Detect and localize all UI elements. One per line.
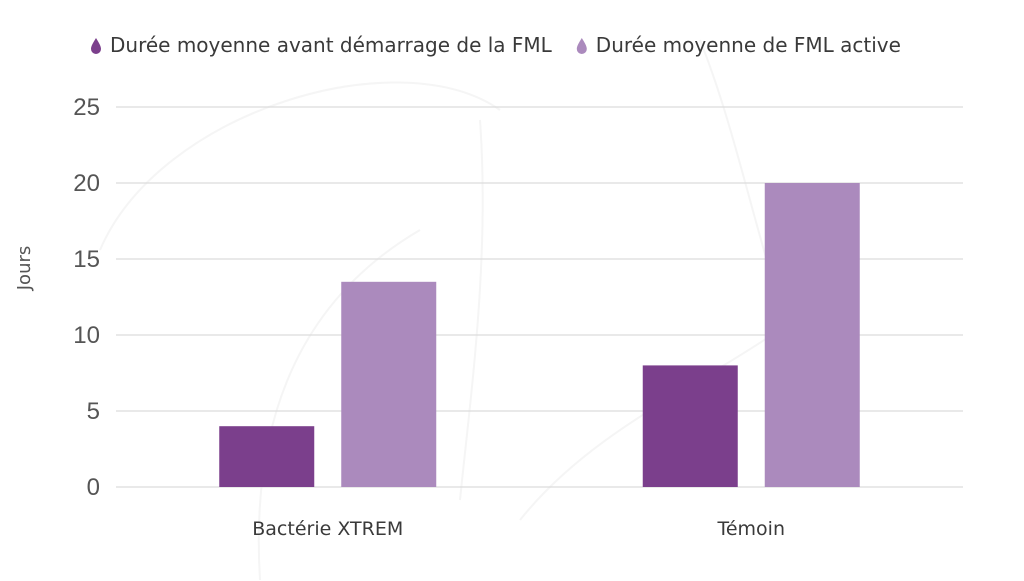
- y-axis-title: Jours: [14, 246, 35, 292]
- background-watermark: [99, 39, 821, 581]
- legend-item: Durée moyenne avant démarrage de la FML: [91, 33, 553, 57]
- bar: [219, 426, 315, 487]
- bar: [764, 183, 860, 487]
- legend-label: Durée moyenne de FML active: [596, 33, 901, 57]
- bars: [219, 183, 860, 487]
- y-tick-label: 20: [73, 170, 100, 197]
- legend-label: Durée moyenne avant démarrage de la FML: [110, 33, 553, 57]
- y-axis-title-group: Jours: [14, 246, 35, 292]
- x-axis-categories: Bactérie XTREM Témoin: [252, 518, 785, 540]
- bar: [642, 365, 738, 487]
- legend-item: Durée moyenne de FML active: [576, 33, 901, 57]
- drop-icon: [91, 38, 101, 54]
- y-tick-label: 25: [73, 94, 100, 121]
- x-category-label: Témoin: [716, 518, 785, 540]
- watermark-arc: [99, 81, 501, 251]
- y-axis-ticks: 0 5 10 15 20 25: [73, 94, 100, 501]
- drop-icon: [576, 38, 587, 54]
- bar: [341, 281, 437, 487]
- watermark-arc: [257, 229, 421, 581]
- y-tick-label: 0: [87, 474, 100, 501]
- x-category-label: Bactérie XTREM: [252, 518, 403, 540]
- y-tick-label: 15: [73, 246, 100, 273]
- watermark-arc: [459, 119, 484, 501]
- legend: Durée moyenne avant démarrage de la FML D…: [91, 33, 901, 57]
- y-tick-label: 10: [73, 322, 100, 349]
- y-tick-label: 5: [87, 398, 100, 425]
